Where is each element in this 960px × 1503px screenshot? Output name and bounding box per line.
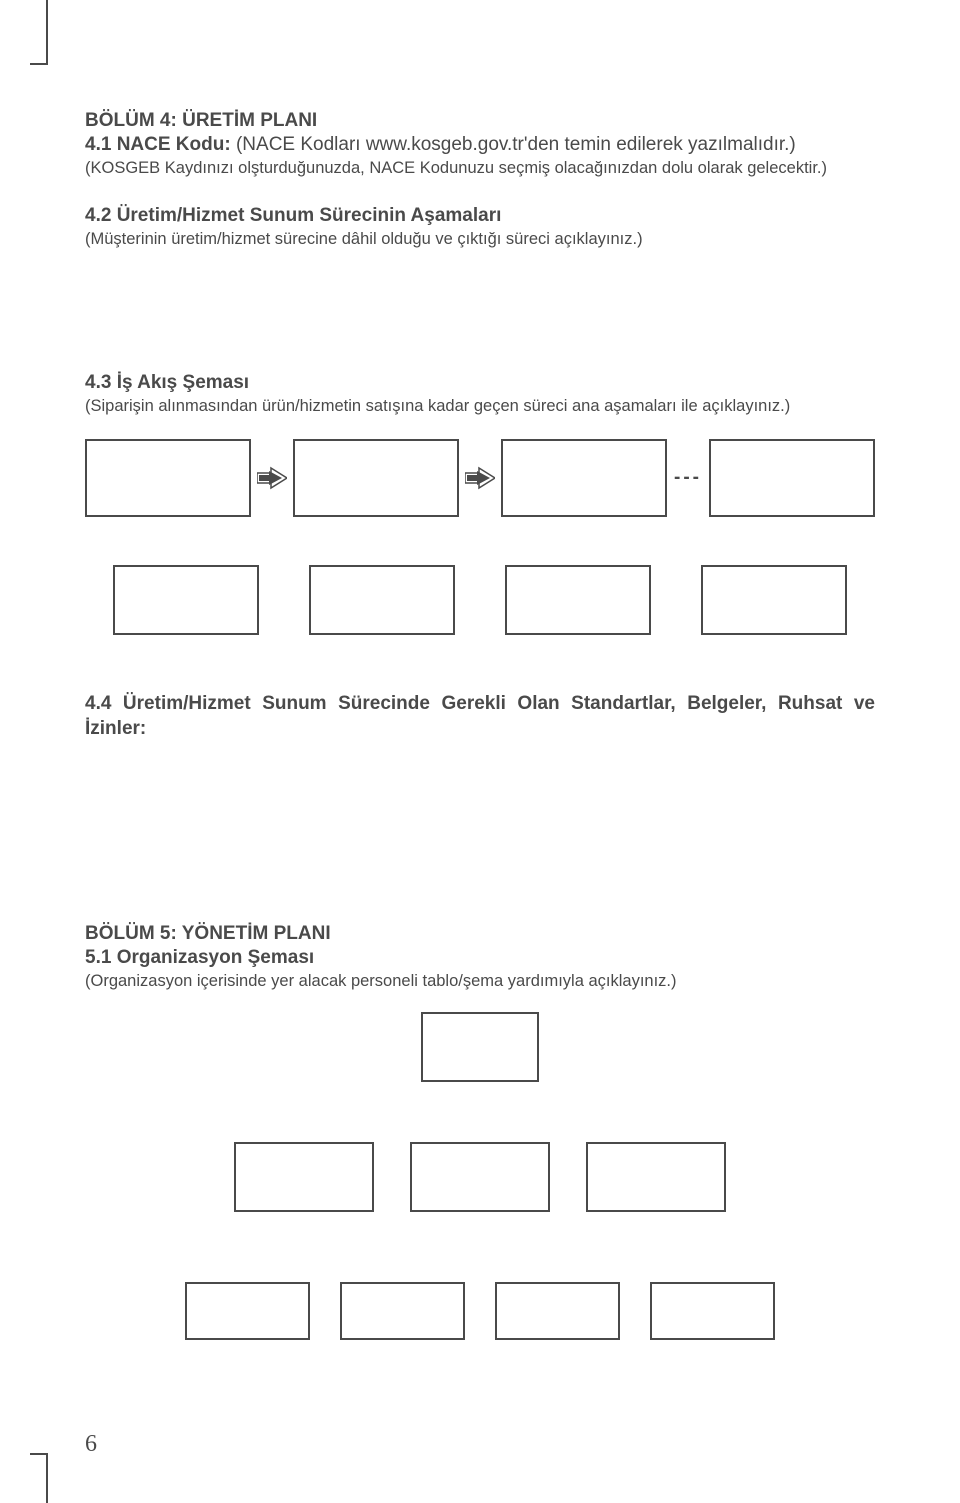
page-content: BÖLÜM 4: ÜRETİM PLANI 4.1 NACE Kodu: (NA… <box>0 0 960 1503</box>
desc-4-2: (Müşterinin üretim/hizmet sürecine dâhil… <box>85 228 875 250</box>
page-number: 6 <box>85 1431 97 1458</box>
flow-dots: --- <box>667 467 709 489</box>
section-4-header: BÖLÜM 4: ÜRETİM PLANI 4.1 NACE Kodu: (NA… <box>85 110 875 179</box>
section-5-header: BÖLÜM 5: YÖNETİM PLANI 5.1 Organizasyon … <box>85 923 875 992</box>
flow-box <box>309 565 455 635</box>
desc-4-3: (Siparişin alınmasından ürün/hizmetin sa… <box>85 395 875 417</box>
flow-row-1: --- <box>85 439 875 517</box>
org-row-1 <box>85 1012 875 1082</box>
arrow-icon <box>251 466 293 490</box>
flow-box <box>113 565 259 635</box>
org-box <box>586 1142 726 1212</box>
flow-box <box>701 565 847 635</box>
org-box <box>650 1282 775 1340</box>
org-box <box>234 1142 374 1212</box>
flow-row-2 <box>85 565 875 635</box>
heading-4-2: 4.2 Üretim/Hizmet Sunum Sürecinin Aşamal… <box>85 205 875 227</box>
flow-box <box>709 439 875 517</box>
org-row-3 <box>85 1282 875 1340</box>
section-5-title: BÖLÜM 5: YÖNETİM PLANI <box>85 923 875 945</box>
desc-4-1: (KOSGEB Kaydınızı olşturduğunuzda, NACE … <box>85 157 875 179</box>
org-box <box>495 1282 620 1340</box>
org-box <box>185 1282 310 1340</box>
arrow-icon <box>459 466 501 490</box>
heading-4-1: 4.1 NACE Kodu: <box>85 134 231 155</box>
section-4-3: 4.3 İş Akış Şeması (Siparişin alınmasınd… <box>85 372 875 417</box>
org-box <box>340 1282 465 1340</box>
heading-5-1: 5.1 Organizasyon Şeması <box>85 947 875 969</box>
flow-box <box>293 439 459 517</box>
flow-box <box>501 439 667 517</box>
section-4-2: 4.2 Üretim/Hizmet Sunum Sürecinin Aşamal… <box>85 205 875 250</box>
heading-4-4: 4.4 Üretim/Hizmet Sunum Sürecinde Gerekl… <box>85 691 875 742</box>
desc-5-1: (Organizasyon içerisinde yer alacak pers… <box>85 970 875 992</box>
flow-box <box>85 439 251 517</box>
org-row-2 <box>85 1142 875 1212</box>
org-box <box>421 1012 539 1082</box>
flow-box <box>505 565 651 635</box>
text-4-1: (NACE Kodları www.kosgeb.gov.tr'den temi… <box>231 134 796 155</box>
section-4-title: BÖLÜM 4: ÜRETİM PLANI <box>85 110 875 132</box>
org-box <box>410 1142 550 1212</box>
heading-4-3: 4.3 İş Akış Şeması <box>85 372 875 394</box>
section-4-4: 4.4 Üretim/Hizmet Sunum Sürecinde Gerekl… <box>85 691 875 742</box>
section-4-1: 4.1 NACE Kodu: (NACE Kodları www.kosgeb.… <box>85 134 875 156</box>
